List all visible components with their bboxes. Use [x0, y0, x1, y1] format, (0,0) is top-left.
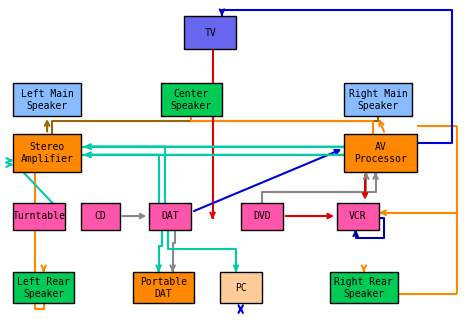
FancyBboxPatch shape [133, 272, 194, 303]
FancyBboxPatch shape [13, 272, 74, 303]
Text: Right Main
Speaker: Right Main Speaker [348, 89, 407, 111]
FancyBboxPatch shape [344, 134, 417, 172]
Text: PC: PC [235, 283, 246, 293]
FancyBboxPatch shape [344, 83, 412, 116]
FancyBboxPatch shape [149, 203, 192, 229]
FancyBboxPatch shape [330, 272, 398, 303]
Text: DVD: DVD [253, 211, 270, 221]
Text: AV
Processor: AV Processor [354, 142, 407, 164]
FancyBboxPatch shape [185, 16, 236, 49]
Text: Turntable: Turntable [12, 211, 65, 221]
FancyBboxPatch shape [219, 272, 262, 303]
Text: Right Rear
Speaker: Right Rear Speaker [335, 277, 393, 299]
Text: Portable
DAT: Portable DAT [140, 277, 187, 299]
Text: Stereo
Amplifier: Stereo Amplifier [21, 142, 74, 164]
FancyBboxPatch shape [13, 134, 81, 172]
Text: TV: TV [204, 27, 216, 38]
Text: DAT: DAT [161, 211, 179, 221]
FancyBboxPatch shape [81, 203, 119, 229]
FancyBboxPatch shape [241, 203, 283, 229]
Text: CD: CD [94, 211, 106, 221]
FancyBboxPatch shape [161, 83, 222, 116]
FancyBboxPatch shape [13, 203, 65, 229]
Text: VCR: VCR [349, 211, 367, 221]
Text: Left Main
Speaker: Left Main Speaker [21, 89, 74, 111]
Text: Center
Speaker: Center Speaker [171, 89, 212, 111]
Text: Left Rear
Speaker: Left Rear Speaker [17, 277, 70, 299]
FancyBboxPatch shape [337, 203, 379, 229]
FancyBboxPatch shape [13, 83, 81, 116]
